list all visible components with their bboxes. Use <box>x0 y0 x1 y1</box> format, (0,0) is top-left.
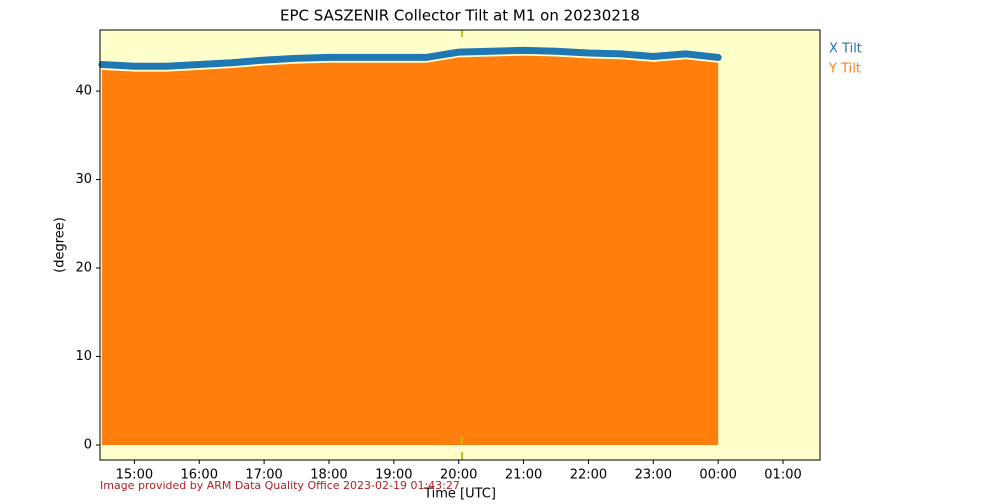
legend-entry: X Tilt <box>829 42 862 57</box>
chart-title: EPC SASZENIR Collector Tilt at M1 on 202… <box>280 7 640 25</box>
y-tick-label: 20 <box>75 261 92 276</box>
footer-note: Image provided by ARM Data Quality Offic… <box>100 479 460 492</box>
x-tick-label: 20:00 <box>440 468 477 483</box>
y-tick-label: 10 <box>75 349 92 364</box>
x-tick-label: 21:00 <box>505 468 542 483</box>
y-tick-label: 30 <box>75 172 92 187</box>
x-tick-label: 15:00 <box>116 468 153 483</box>
series-area <box>101 55 719 445</box>
y-tick-label: 40 <box>75 84 92 99</box>
x-tick-label: 16:00 <box>181 468 218 483</box>
x-tick-label: 01:00 <box>764 468 801 483</box>
x-axis-label: Time [UTC] <box>423 487 496 501</box>
x-tick-label: 00:00 <box>699 468 736 483</box>
x-tick-label: 22:00 <box>570 468 607 483</box>
x-tick-label: 18:00 <box>310 468 347 483</box>
y-tick-label: 0 <box>84 437 92 452</box>
plot-frame <box>99 29 821 461</box>
x-tick-label: 17:00 <box>245 468 282 483</box>
x-tick-label: 19:00 <box>375 468 412 483</box>
legend-entry: Y Tilt <box>828 62 861 77</box>
series-line <box>98 46 722 70</box>
x-tick-label: 23:00 <box>635 468 672 483</box>
y-axis-label: (degree) <box>53 217 68 273</box>
